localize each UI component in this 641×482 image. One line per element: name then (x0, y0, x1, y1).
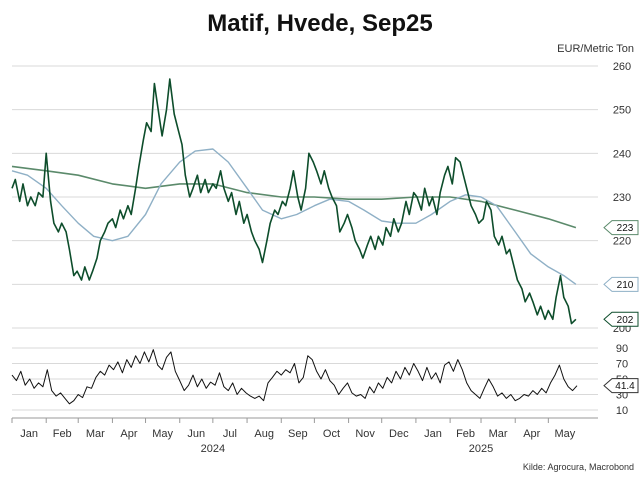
x-month-label: Oct (323, 428, 340, 440)
ma_long-end-tag-box (603, 220, 639, 236)
x-month-label: Aug (254, 428, 274, 440)
x-month-label: Feb (53, 428, 72, 440)
price-y-tick-label: 250 (613, 105, 631, 117)
x-month-label: May (555, 428, 576, 440)
x-month-label: Apr (523, 428, 540, 440)
ma_short-end-tag-box (603, 276, 639, 292)
x-month-label: Mar (489, 428, 508, 440)
x-month-label: Sep (288, 428, 308, 440)
rsi-end-tag-box (603, 378, 639, 394)
x-month-label: May (152, 428, 173, 440)
price-series-line (11, 78, 577, 325)
ma_short-series-line (11, 148, 577, 285)
ma_long-end-tag-label: 223 (617, 223, 634, 234)
rsi-series-line (11, 349, 578, 405)
price-end-tag-box (603, 311, 639, 327)
rsi-y-tick-label: 10 (616, 405, 628, 417)
x-year-label: 2024 (201, 443, 225, 455)
series-end-value-tags: 202 223 210 41.4 (603, 220, 639, 394)
rsi-y-tick-label: 70 (616, 359, 628, 371)
x-month-label: Jan (20, 428, 38, 440)
rsi-end-tag-label: 41.4 (615, 381, 635, 392)
x-month-label: Mar (86, 428, 105, 440)
rsi-panel-grid (12, 347, 598, 411)
x-month-label: Jun (187, 428, 205, 440)
x-year-label: 2025 (469, 443, 493, 455)
rsi-y-tick-label: 90 (616, 343, 628, 355)
x-month-label: Jan (424, 428, 442, 440)
x-month-label: Apr (120, 428, 137, 440)
price-y-axis: 200210220230240250260 (613, 61, 631, 335)
y-axis-unit-label: EUR/Metric Ton (557, 43, 634, 55)
x-month-label: Feb (456, 428, 475, 440)
price-end-tag-label: 202 (617, 315, 634, 326)
source-note: Kilde: Agrocura, Macrobond (523, 462, 634, 472)
x-month-label: Nov (355, 428, 375, 440)
chart-title: Matif, Hvede, Sep25 (207, 10, 432, 37)
x-axis: Jan Feb Mar Apr May Jun Jul Aug Sep Oct Nov Dec Jan F… (11, 417, 598, 455)
price-y-tick-label: 240 (613, 148, 631, 160)
price-y-tick-label: 260 (613, 61, 631, 73)
x-month-label: Dec (389, 428, 409, 440)
price-panel-series (11, 78, 577, 325)
x-month-label: Jul (223, 428, 237, 440)
ma_short-end-tag-label: 210 (617, 280, 634, 291)
price-y-tick-label: 220 (613, 236, 631, 248)
price-y-tick-label: 230 (613, 192, 631, 204)
rsi-panel-series (11, 349, 578, 405)
